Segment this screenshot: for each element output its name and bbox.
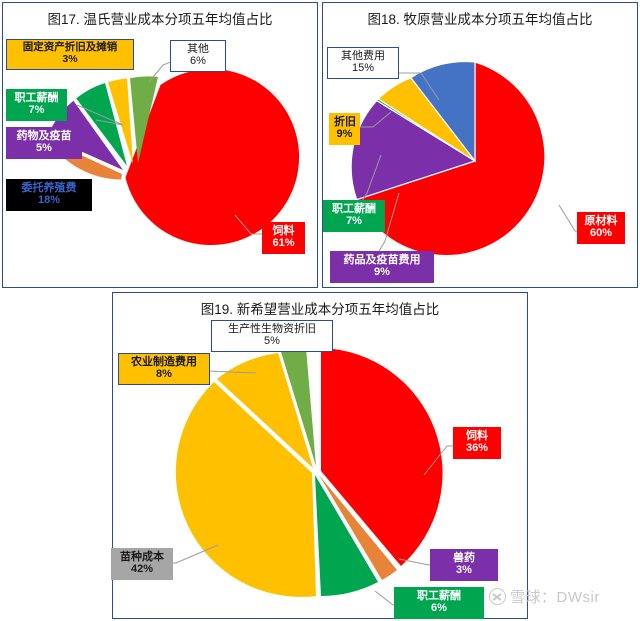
label-value: 15%: [351, 62, 375, 75]
label-value: 7%: [346, 215, 362, 228]
label-text: 兽药: [453, 552, 475, 564]
label-text: 其他: [187, 43, 209, 55]
label-employee-pay: 职工薪酬 7%: [323, 200, 385, 232]
label-text: 职工薪酬: [332, 203, 376, 215]
leader-employee-pay: [360, 154, 382, 204]
leader-other-expense: [399, 72, 440, 101]
chart-panel-18: 图18. 牧原营业成本分项五年均值占比: [322, 2, 638, 288]
leader-feed: [234, 214, 265, 235]
pie-slice-biological-depreciation: [281, 348, 316, 466]
label-other-expense: 其他费用 15%: [327, 47, 399, 79]
label-value: 8%: [156, 368, 172, 381]
label-seed-cost: 苗种成本 42%: [111, 548, 173, 580]
label-value: 6%: [431, 602, 447, 615]
pie-slice-veterinary-drug: [319, 475, 397, 580]
pie-slice-other: [130, 76, 158, 163]
label-value: 36%: [465, 442, 489, 455]
label-employee-pay: 职工薪酬 7%: [6, 89, 67, 121]
label-value: 5%: [36, 142, 52, 155]
label-text: 饲料: [272, 225, 295, 237]
pie-slice-employee-pay: [76, 83, 127, 166]
label-other: 其他 6%: [170, 40, 226, 72]
label-biological-depreciation: 生产性生物资折旧 5%: [211, 320, 333, 352]
label-text: 委托养殖费: [21, 182, 77, 194]
pie-slice-agri-manufacturing: [217, 353, 313, 468]
pie-slice-feed: [125, 69, 300, 246]
pie-slice-fixed-asset-depreciation: [108, 78, 133, 164]
label-text: 药物及疫苗: [16, 130, 72, 142]
chart-panel-17: 图17. 温氏营业成本分项五年均值占比: [2, 2, 318, 288]
label-text: 其他费用: [341, 50, 385, 62]
label-text: 苗种成本: [120, 551, 164, 563]
label-value: 6%: [190, 55, 206, 68]
label-value: 3%: [62, 52, 78, 65]
pie-slice-raw-material: [355, 61, 546, 257]
pie-slices-18: [350, 60, 546, 257]
label-text: 生产性生物资折旧: [228, 323, 316, 335]
pie-slice-drug-vaccine-fee: [350, 99, 477, 201]
label-text: 农业制造费用: [131, 356, 197, 368]
chart-19-pie: [113, 293, 529, 620]
label-employee-pay: 职工薪酬 6%: [394, 587, 484, 619]
label-agri-manufacturing: 农业制造费用 8%: [118, 353, 210, 385]
leader-agri-manufacturing: [207, 370, 257, 374]
chart-17-pie: [3, 3, 319, 289]
pie-svg-18: [350, 60, 588, 257]
chart-18-title: 图18. 牧原营业成本分项五年均值占比: [367, 12, 593, 27]
label-value: 42%: [130, 563, 154, 576]
label-depreciation: 折旧 9%: [329, 113, 360, 145]
label-value: 18%: [37, 194, 61, 207]
label-value: 7%: [28, 104, 45, 117]
label-value: 9%: [336, 128, 353, 141]
pie-slice-employee-pay: [315, 475, 378, 596]
label-value: 61%: [272, 237, 295, 250]
label-value: 60%: [589, 227, 613, 240]
label-drug-vaccine-fee: 药品及疫苗费用 9%: [330, 251, 434, 283]
label-fixed-asset-depreciation: 固定资产折旧及摊销 3%: [6, 39, 134, 70]
label-feed: 饲料 36%: [453, 427, 501, 459]
pie-svg-19: [173, 348, 460, 606]
label-veterinary-drug: 兽药 3%: [430, 549, 498, 581]
pie-slice-feed: [321, 348, 443, 566]
label-entrusted-breeding: 委托养殖费 18%: [6, 179, 92, 211]
watermark-text: 雪球：DWsir: [510, 589, 600, 606]
pie-svg-17: [47, 58, 300, 246]
pie-slice-other-expense: [410, 60, 476, 163]
xueqiu-logo-icon: [489, 588, 506, 605]
label-feed: 饲料 61%: [262, 222, 305, 254]
pie-slices-19: [175, 348, 443, 597]
chart-18-pie: [323, 3, 639, 289]
label-text: 药品及疫苗费用: [343, 254, 421, 266]
label-text: 职工薪酬: [417, 590, 461, 602]
label-text: 原材料: [584, 215, 618, 227]
leader-seed-cost: [173, 544, 219, 564]
label-text: 职工薪酬: [14, 92, 59, 104]
pie-slices-17: [47, 69, 300, 246]
label-text: 饲料: [466, 430, 488, 442]
label-text: 折旧: [334, 116, 356, 128]
label-value: 3%: [456, 564, 472, 577]
pie-slice-seed-cost: [175, 382, 316, 597]
chart-19-title: 图19. 新希望营业成本分项五年均值占比: [200, 302, 440, 317]
chart-17-title: 图17. 温氏营业成本分项五年均值占比: [47, 12, 273, 27]
label-value: 9%: [374, 266, 390, 279]
label-raw-material: 原材料 60%: [577, 212, 625, 244]
leader-drug-vaccine-fee: [377, 192, 400, 254]
label-text: 固定资产折旧及摊销: [22, 41, 118, 53]
label-drug-vaccine: 药物及疫苗 5%: [6, 127, 82, 159]
label-value: 5%: [264, 335, 280, 348]
watermark: 雪球：DWsir: [489, 586, 600, 607]
leader-employee-pay: [76, 104, 124, 126]
chart-panel-19: 图19. 新希望营业成本分项五年均值占比: [111, 292, 529, 620]
leader-depreciation: [359, 111, 392, 128]
